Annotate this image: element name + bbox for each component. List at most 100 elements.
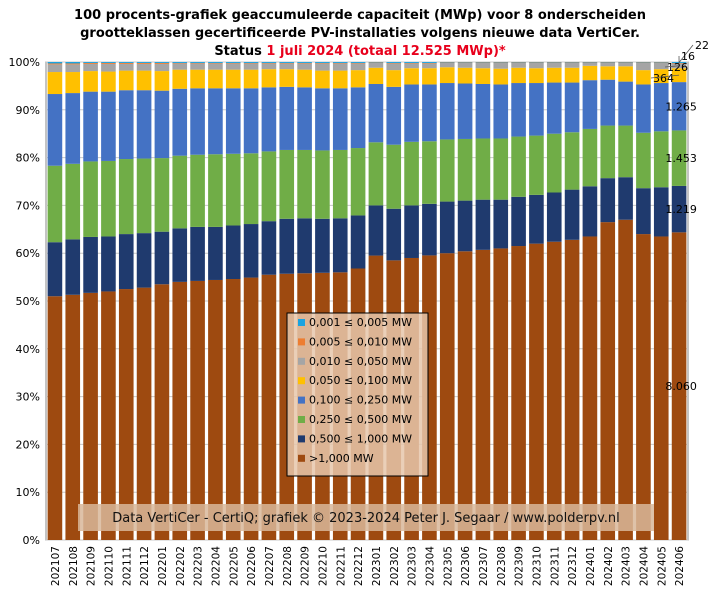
- bar-segment: [386, 86, 402, 145]
- bar-segment: [636, 234, 651, 540]
- bar-segment: [65, 63, 81, 65]
- bar-segment: [208, 63, 223, 70]
- x-tick-label: 202207: [264, 546, 276, 586]
- bar-segment: [493, 62, 509, 69]
- bar-segment: [457, 138, 473, 201]
- bar-segment: [653, 187, 669, 237]
- bar-segment: [47, 242, 63, 297]
- x-tick-label: 202110: [103, 546, 115, 586]
- y-tick-label: 20%: [16, 438, 40, 451]
- bar-segment: [368, 62, 384, 68]
- bar-segment: [154, 284, 170, 540]
- bar-segment: [279, 86, 295, 150]
- bar-segment: [225, 69, 241, 89]
- bar-segment: [457, 200, 473, 252]
- bar-segment: [83, 161, 98, 237]
- credit-background: [78, 504, 654, 531]
- bar-segment: [564, 189, 580, 240]
- bar-segment: [154, 62, 170, 64]
- bar-segment: [636, 62, 651, 71]
- bar-segment: [493, 248, 509, 541]
- bar-segment: [101, 62, 116, 63]
- x-tick-label: 202404: [638, 546, 650, 586]
- bar-segment: [172, 63, 188, 70]
- bar-segment: [101, 62, 116, 64]
- bar-segment: [190, 280, 205, 540]
- bar-segment: [83, 71, 98, 92]
- bar-segment: [350, 87, 366, 149]
- bar-segment: [118, 159, 134, 235]
- bar-segment: [65, 294, 81, 540]
- x-tick-label: 202206: [246, 546, 258, 586]
- bar-segment: [475, 83, 491, 139]
- bar-segment: [297, 69, 312, 88]
- x-tick-label: 202208: [282, 546, 294, 586]
- bar-segment: [243, 277, 259, 540]
- legend-label: 0,250 ≤ 0,500 MW: [309, 413, 412, 426]
- bar-segment: [154, 231, 170, 285]
- bar-segment: [386, 63, 402, 71]
- bar-segment: [315, 63, 330, 71]
- x-tick-label: 202112: [139, 546, 151, 586]
- bar-segment: [582, 62, 598, 66]
- bar-segment: [154, 158, 170, 232]
- bar-segment: [83, 292, 98, 540]
- x-tick-label: 202202: [175, 546, 187, 586]
- bar-segment: [315, 62, 330, 63]
- x-tick-label: 202308: [496, 546, 508, 586]
- bar-segment: [350, 62, 366, 63]
- bar-segment: [546, 192, 562, 242]
- bar-segment: [636, 84, 651, 133]
- bar-segment: [136, 233, 152, 288]
- bar-segment: [493, 68, 509, 85]
- bar-segment: [422, 84, 437, 142]
- y-tick-label: 60%: [16, 247, 40, 260]
- bar-segment: [671, 82, 687, 131]
- x-tick-label: 202204: [210, 546, 222, 586]
- bar-segment: [511, 67, 526, 84]
- bar-segment: [511, 246, 526, 540]
- bar-segment: [261, 69, 277, 88]
- x-tick-label: 202403: [621, 546, 633, 586]
- bar-segment: [600, 62, 616, 67]
- bar-segment: [582, 80, 598, 129]
- bar-segment: [475, 138, 491, 200]
- value-label: 16: [681, 50, 695, 63]
- bar-segment: [136, 287, 152, 540]
- bar-segment: [47, 165, 63, 243]
- bar-segment: [368, 67, 384, 84]
- bar-segment: [636, 188, 651, 235]
- bar-segment: [564, 82, 580, 133]
- bar-segment: [422, 68, 437, 85]
- bar-segment: [457, 67, 473, 84]
- bar-segment: [297, 63, 312, 70]
- y-axis-tick-labels: 0% 10% 20% 30% 40% 50% 60% 70% 80% 90% 100%: [9, 56, 40, 547]
- x-tick-label: 202406: [674, 546, 686, 586]
- bar-segment: [332, 218, 348, 273]
- bar-segment: [671, 185, 687, 233]
- bar-segment: [136, 70, 152, 91]
- bar-segment: [671, 232, 687, 541]
- bar-segment: [368, 83, 384, 143]
- bar-segment: [618, 81, 633, 126]
- bar-segment: [208, 88, 223, 155]
- bar-segment: [636, 132, 651, 189]
- bar-segment: [618, 219, 633, 541]
- bar-segment: [225, 279, 241, 540]
- bar-segment: [600, 178, 616, 223]
- bar-segment: [653, 83, 669, 132]
- bar-segment: [243, 69, 259, 89]
- x-tick-label: 202306: [460, 546, 472, 586]
- bar-segment: [101, 236, 116, 292]
- bar-segment: [529, 62, 544, 69]
- bar-segment: [493, 84, 509, 139]
- title-status-date: 1 juli 2024: [266, 44, 343, 59]
- bar-segment: [439, 253, 455, 540]
- title-line-2: grootteklassen gecertificeerde PV-instal…: [80, 26, 640, 41]
- bar-segment: [404, 63, 419, 69]
- bar-segment: [136, 158, 152, 234]
- title-status-prefix: Status: [214, 44, 266, 59]
- x-tick-label: 202309: [514, 546, 526, 586]
- bar-segment: [83, 62, 98, 63]
- value-label-leader: [664, 65, 680, 68]
